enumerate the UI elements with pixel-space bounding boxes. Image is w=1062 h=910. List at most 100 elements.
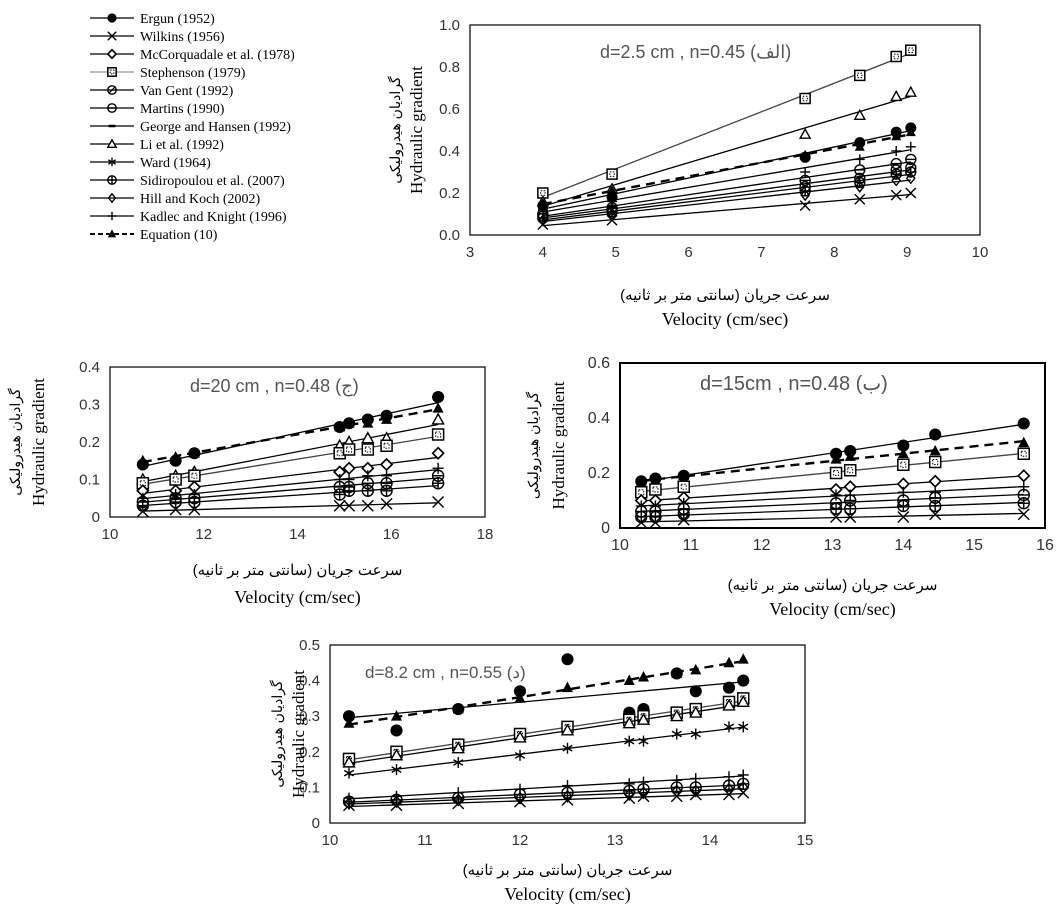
data-point-small-triangle <box>636 712 651 725</box>
legend-item: Hill and Koch (2002) <box>90 192 260 207</box>
legend-item: Van Gent (1992) <box>90 84 234 99</box>
y-axis-label: Hydraulic gradient <box>407 66 426 194</box>
y-tick-label: 0.2 <box>439 185 460 202</box>
x-tick-label: 12 <box>512 832 529 849</box>
data-point-open-diamond <box>607 207 617 221</box>
panel-annotation: (الف) d=2.5 cm , n=0.45 <box>600 42 791 62</box>
data-point-plus <box>362 470 374 482</box>
data-point-x <box>361 499 374 512</box>
data-point-x <box>1017 508 1030 521</box>
series <box>343 653 749 728</box>
series <box>537 44 917 199</box>
legend-marker-triangle-icon <box>107 229 117 238</box>
data-point-triangle <box>381 413 393 424</box>
x-tick-label: 7 <box>757 244 765 261</box>
legend-item: Martins (1990) <box>90 102 225 117</box>
data-point-diamond <box>379 457 394 472</box>
data-point-x <box>890 189 902 201</box>
series-line <box>142 408 439 464</box>
data-point-asterisk <box>671 728 682 740</box>
legend-label: Van Gent (1992) <box>140 84 234 99</box>
data-point-open-diamond <box>854 180 865 193</box>
data-point-asterisk <box>514 749 526 761</box>
data-point-triangle <box>562 681 573 693</box>
data-point-circle-plus <box>169 495 182 509</box>
x-tick-label: 4 <box>539 244 547 261</box>
data-point-x <box>723 788 735 801</box>
y-tick-label: 0.4 <box>588 410 610 427</box>
data-point-circle-plus <box>890 168 902 180</box>
legend-item: Stephenson (1979) <box>90 66 246 81</box>
data-point-square-dotted <box>361 443 375 456</box>
series-line <box>542 52 912 199</box>
x-tick-label: 12 <box>195 526 212 543</box>
series <box>136 390 445 471</box>
series <box>537 187 917 230</box>
series <box>537 122 917 212</box>
series <box>537 126 916 208</box>
data-point-circle-plus <box>897 499 910 513</box>
data-point-triangle <box>343 717 355 728</box>
data-point-x <box>677 513 690 526</box>
data-point-triangle <box>514 692 526 703</box>
x-axis-label: Velocity (cm/sec) <box>662 309 788 330</box>
data-point-x <box>635 516 648 529</box>
data-point-triangle <box>690 663 702 675</box>
data-point-circle-plus <box>677 508 690 521</box>
y-tick-label: 0.4 <box>299 673 320 690</box>
data-point-small-triangle <box>904 85 917 97</box>
legend-item: Wilkins (1956) <box>90 30 225 45</box>
data-point-plus <box>334 474 346 485</box>
x-tick-label: 12 <box>753 537 771 554</box>
data-point-open-diamond <box>800 188 811 202</box>
legend-item: Ward (1964) <box>90 156 211 171</box>
data-point-small-triangle <box>689 705 703 718</box>
data-point-triangle <box>737 653 749 664</box>
legend-marker-circle-icon <box>107 13 117 23</box>
x-axis-label: Velocity (cm/sec) <box>234 587 360 608</box>
legend-label: Ergun (1952) <box>140 12 215 27</box>
data-point-plus <box>897 486 909 498</box>
data-point-x <box>343 799 355 812</box>
series <box>136 428 445 490</box>
y-axis-label: Hydraulic gradient <box>29 378 48 506</box>
x-axis-label: Velocity (cm/sec) <box>769 599 895 620</box>
y-tick-label: 0.8 <box>439 59 460 76</box>
data-point-x <box>897 511 910 523</box>
series <box>137 402 444 466</box>
x-tick-label: 9 <box>903 244 911 261</box>
y-axis-label: Hydraulic gradient <box>549 381 568 509</box>
data-point-triangle <box>678 469 690 481</box>
series <box>537 166 917 224</box>
data-point-circle <box>1017 417 1030 430</box>
data-point-open-diamond <box>514 791 526 805</box>
x-tick-label: 15 <box>797 832 814 849</box>
data-point-square-dotted <box>829 466 843 480</box>
x-tick-label: 14 <box>289 526 306 543</box>
legend-label: Martins (1990) <box>140 102 225 117</box>
data-point-triangle <box>891 130 902 141</box>
data-point-circle-plus <box>929 499 942 513</box>
series <box>635 481 1030 512</box>
plot-frame <box>619 362 1046 529</box>
data-point-triangle <box>854 141 865 151</box>
x-axis-label-fa: سرعت جریان (سانتی متر بر ثانیه) <box>620 287 830 304</box>
data-point-plus <box>432 462 444 474</box>
x-tick-label: 11 <box>683 537 700 554</box>
y-tick-label: 0.6 <box>439 101 460 118</box>
data-point-triangle <box>452 703 464 714</box>
data-point-diamond <box>928 474 942 488</box>
data-point-plus <box>854 154 865 165</box>
data-point-square-dotted <box>188 469 201 482</box>
data-point-triangle <box>188 447 200 458</box>
data-point-small-triangle <box>389 748 404 761</box>
data-point-square-dotted <box>380 439 393 452</box>
x-tick-label: 16 <box>1036 537 1054 554</box>
y-axis-label-fa: گرادیان هیدرولیکی <box>7 388 24 496</box>
data-point-circle-plus <box>1017 497 1030 510</box>
series <box>137 462 444 504</box>
data-point-triangle <box>537 198 548 208</box>
data-point-x <box>514 795 526 808</box>
y-tick-label: 0.0 <box>439 227 460 244</box>
data-point-x <box>830 511 843 523</box>
